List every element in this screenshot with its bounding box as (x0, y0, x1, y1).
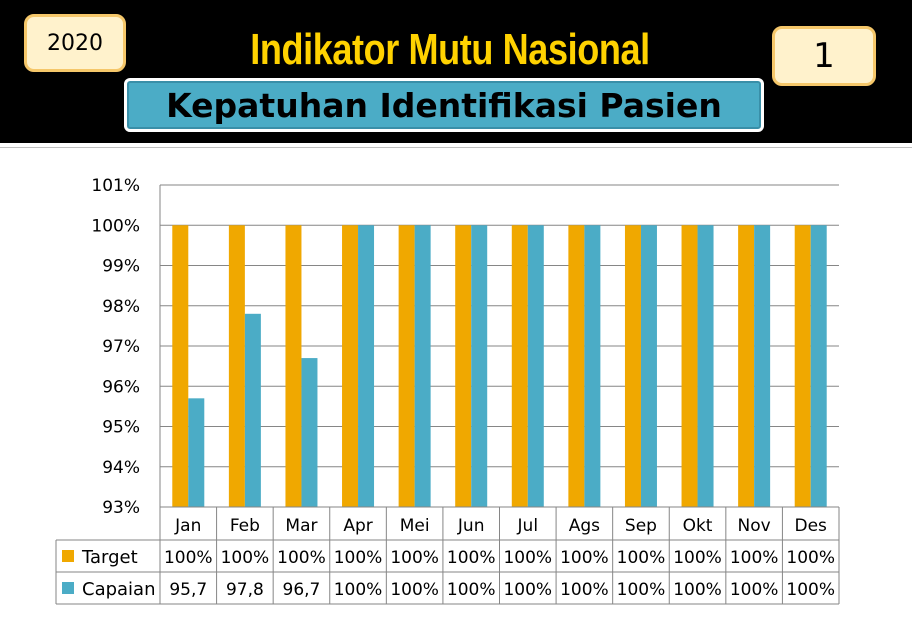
category-label: Sep (625, 516, 657, 536)
data-label: 100% (673, 548, 722, 568)
bar-capaian (584, 225, 601, 507)
data-label: 95,7 (169, 580, 207, 600)
bar-capaian (640, 225, 657, 507)
y-tick-label: 97% (102, 337, 140, 357)
data-label: 97,8 (226, 580, 264, 600)
data-label: 100% (560, 580, 609, 600)
bar-capaian (188, 398, 205, 507)
y-tick-label: 95% (102, 418, 140, 438)
bar-target (172, 225, 189, 507)
data-label: 100% (390, 548, 439, 568)
data-label: 100% (503, 580, 552, 600)
legend-key-target (62, 550, 74, 562)
y-tick-label: 96% (102, 377, 140, 397)
data-label: 100% (164, 548, 213, 568)
data-label: 100% (617, 548, 666, 568)
category-label: Des (795, 516, 828, 536)
year-badge: 2020 (24, 14, 126, 72)
category-label: Apr (343, 516, 372, 536)
y-tick-label: 93% (102, 498, 140, 518)
legend-label: Target (81, 547, 138, 568)
header-divider (0, 143, 912, 148)
data-label: 100% (334, 548, 383, 568)
bar-target (228, 225, 245, 507)
bar-capaian (358, 225, 375, 507)
data-label: 96,7 (283, 580, 321, 600)
page-title: Indikator Mutu Nasional (250, 25, 650, 74)
data-label: 100% (673, 580, 722, 600)
bar-target (285, 225, 302, 507)
bar-capaian (697, 225, 714, 507)
data-label: 100% (786, 548, 835, 568)
category-label: Jun (457, 516, 485, 536)
bar-target (568, 225, 585, 507)
data-label: 100% (221, 548, 270, 568)
category-label: Okt (683, 516, 713, 536)
y-tick-label: 100% (91, 216, 140, 236)
bar-target (511, 225, 528, 507)
legend-key-capaian (62, 582, 74, 594)
category-label: Mar (285, 516, 317, 536)
bar-capaian (754, 225, 771, 507)
category-label: Jan (174, 516, 201, 536)
data-label: 100% (730, 548, 779, 568)
bar-capaian (244, 313, 261, 507)
bar-target (794, 225, 811, 507)
category-label: Jul (517, 516, 539, 536)
category-label: Nov (738, 516, 771, 536)
bar-capaian (471, 225, 488, 507)
bar-capaian (810, 225, 827, 507)
category-label: Ags (569, 516, 600, 536)
data-label: 100% (730, 580, 779, 600)
category-label: Mei (400, 516, 430, 536)
y-tick-label: 101% (91, 176, 140, 196)
bar-capaian (414, 225, 431, 507)
data-label: 100% (277, 548, 326, 568)
y-tick-label: 99% (102, 257, 140, 277)
bar-capaian (301, 358, 318, 507)
bar-capaian (527, 225, 544, 507)
data-label: 100% (334, 580, 383, 600)
y-tick-label: 94% (102, 458, 140, 478)
indicator-number-badge: 1 (772, 26, 876, 86)
bar-target (624, 225, 641, 507)
legend-label: Capaian (82, 579, 156, 600)
data-label: 100% (390, 580, 439, 600)
bar-target (342, 225, 359, 507)
data-label: 100% (503, 548, 552, 568)
bar-target (738, 225, 755, 507)
data-label: 100% (560, 548, 609, 568)
y-tick-label: 98% (102, 297, 140, 317)
page-subtitle: Kepatuhan Identifikasi Pasien (124, 78, 764, 132)
data-label: 100% (617, 580, 666, 600)
data-label: 100% (447, 548, 496, 568)
data-label: 100% (447, 580, 496, 600)
category-label: Feb (230, 516, 260, 536)
data-label: 100% (786, 580, 835, 600)
bar-target (398, 225, 415, 507)
bar-target (455, 225, 472, 507)
bar-target (681, 225, 698, 507)
